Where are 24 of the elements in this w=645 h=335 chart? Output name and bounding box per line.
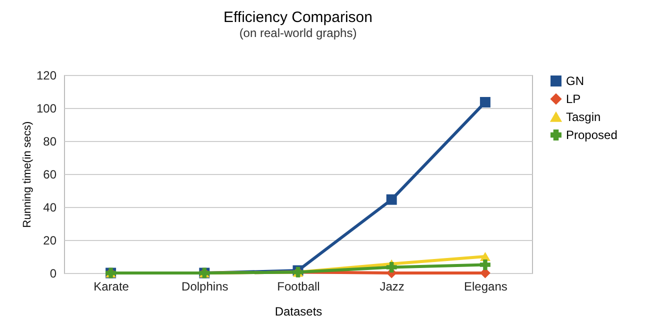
legend-label: Tasgin [566,110,601,124]
x-tick-label: Karate [94,280,130,294]
point [480,260,490,270]
y-tick-label: 100 [36,102,57,116]
x-tick-label: Football [277,280,320,294]
x-tick-label: Dolphins [182,280,228,294]
chart-title: Efficiency Comparison [224,9,372,26]
x-tick-label: Elegans [464,280,508,294]
y-tick-label: 60 [43,168,57,182]
legend-label: GN [566,74,584,88]
point [386,262,397,272]
x-tick-label: Jazz [380,280,404,294]
legend-label: LP [566,92,581,106]
point [386,194,397,205]
y-tick-label: 40 [43,200,57,214]
legend-label: Proposed [566,128,618,142]
y-tick-label: 0 [50,266,57,280]
y-tick-label: 20 [43,234,57,248]
y-tick-label: 80 [43,134,57,148]
point [480,96,490,108]
chart-subtitle: (on real-world graphs) [239,26,357,40]
y-tick-label: 120 [36,68,57,82]
x-axis-title: Datasets [274,304,322,318]
y-axis-title: Running time(in secs) [21,121,34,228]
